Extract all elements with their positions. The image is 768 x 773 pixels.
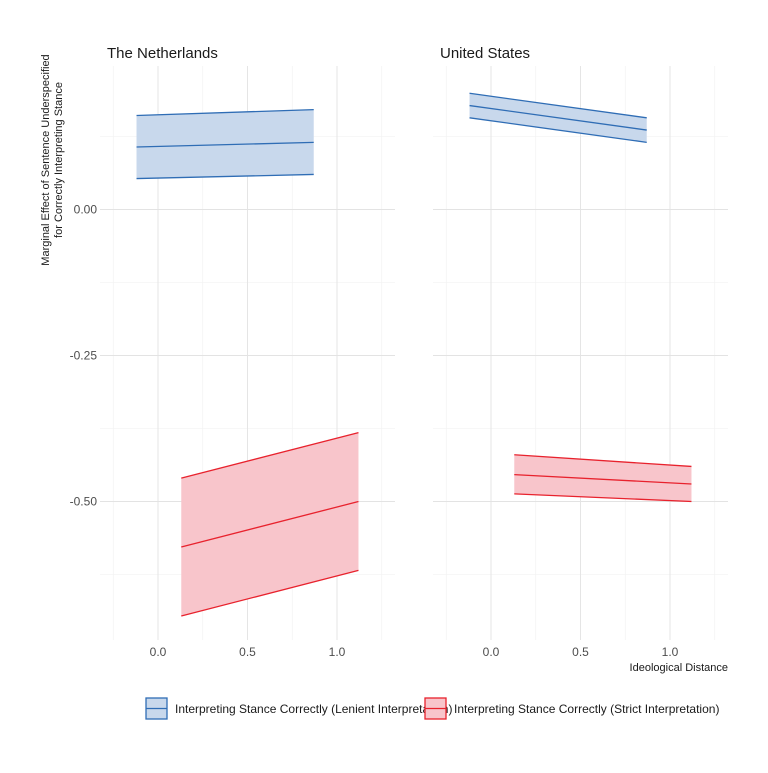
- estimate-line-lenient: [136, 141, 314, 148]
- legend: Interpreting Stance Correctly (Lenient I…: [145, 697, 719, 720]
- panel-united-states: United States 0.0 0.5 1.0: [433, 45, 728, 659]
- panel-netherlands: The Netherlands 0.0 0.5 1.0: [100, 45, 395, 659]
- lower-bound-line-lenient: [469, 117, 647, 143]
- upper-bound-line-lenient: [469, 92, 647, 119]
- series-lenient: [136, 108, 314, 180]
- panel-title: The Netherlands: [107, 45, 218, 62]
- legend-label-lenient: Interpreting Stance Correctly (Lenient I…: [175, 702, 452, 716]
- confidence-band-strict: [514, 454, 692, 502]
- x-tick-label: 0.0: [483, 645, 500, 659]
- x-tick-label: 0.5: [572, 645, 589, 659]
- upper-bound-line-lenient: [136, 108, 314, 117]
- y-axis-title-line-1: Marginal Effect of Sentence Underspecifi…: [40, 54, 52, 265]
- series-lenient: [469, 92, 647, 143]
- y-tick-label: -0.50: [70, 495, 98, 509]
- series-strict: [181, 431, 359, 617]
- upper-bound-line-strict: [514, 454, 692, 468]
- x-tick-label: 1.0: [329, 645, 346, 659]
- legend-label-strict: Interpreting Stance Correctly (Strict In…: [454, 702, 719, 716]
- x-tick-label: 1.0: [662, 645, 679, 659]
- x-axis-title: Ideological Distance: [630, 662, 728, 674]
- y-tick-label: -0.25: [70, 349, 98, 363]
- y-tick-label: 0.00: [74, 203, 98, 217]
- y-axis-ticks: 0.00 -0.25 -0.50: [70, 203, 98, 509]
- upper-bound-line-strict: [181, 431, 359, 479]
- lower-bound-line-strict: [181, 569, 359, 617]
- x-tick-label: 0.0: [150, 645, 167, 659]
- series-strict: [514, 454, 692, 503]
- x-tick-label: 0.5: [239, 645, 256, 659]
- y-axis-title-line-2: for Correctly Interpreting Stance: [53, 82, 65, 238]
- legend-item-strict: Interpreting Stance Correctly (Strict In…: [424, 697, 719, 720]
- estimate-line-lenient: [469, 104, 647, 131]
- estimate-line-strict: [514, 473, 692, 485]
- lower-bound-line-lenient: [136, 173, 314, 180]
- panel-title: United States: [440, 45, 530, 62]
- legend-item-lenient: Interpreting Stance Correctly (Lenient I…: [145, 697, 452, 720]
- estimate-line-strict: [181, 500, 359, 548]
- panels: The Netherlands 0.0 0.5 1.0 United States 0.0…: [70, 45, 728, 659]
- lower-bound-line-strict: [514, 493, 692, 503]
